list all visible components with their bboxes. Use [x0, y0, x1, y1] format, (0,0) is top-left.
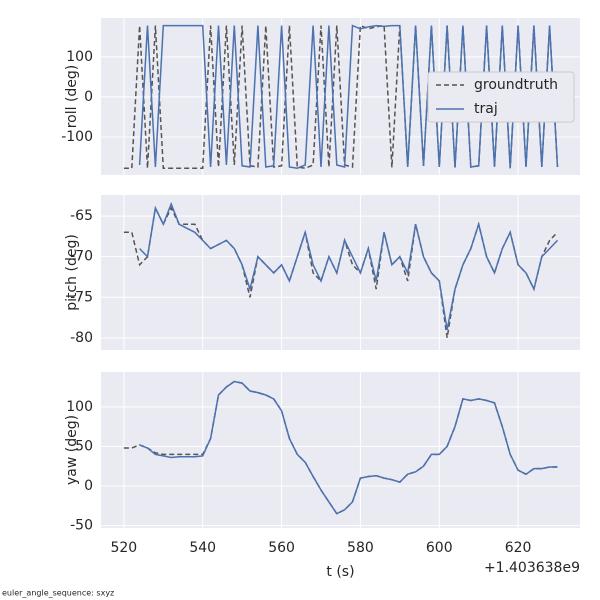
legend-label: traj — [474, 101, 498, 117]
x-tick-label: 600 — [426, 540, 453, 556]
y-tick-label: 100 — [66, 399, 93, 415]
y-axis-label: yaw (deg) — [64, 415, 80, 485]
plot-area — [101, 195, 580, 350]
y-tick-label: 100 — [66, 49, 93, 65]
y-tick-label: -100 — [61, 129, 93, 145]
x-axis-label: t (s) — [326, 564, 354, 580]
footer-note: euler_angle_sequence: sxyz — [2, 589, 114, 598]
y-tick-label: 50 — [75, 438, 93, 454]
plot-area — [101, 372, 580, 528]
series-line — [139, 380, 558, 515]
series-line — [139, 201, 559, 330]
y-tick-label: -50 — [70, 518, 93, 534]
legend-box — [427, 71, 575, 123]
y-tick-label: -65 — [70, 208, 93, 224]
y-tick-label: 0 — [84, 89, 93, 105]
legend-label: groundtruth — [474, 77, 558, 93]
x-tick-label: 520 — [110, 540, 137, 556]
x-tick-label: 620 — [505, 540, 532, 556]
x-tick-label: 560 — [268, 540, 295, 556]
y-tick-label: -80 — [70, 330, 93, 346]
y-axis-label: pitch (deg) — [64, 234, 80, 311]
y-axis-label: roll (deg) — [64, 65, 80, 129]
x-tick-label: 580 — [347, 540, 374, 556]
series-line — [138, 24, 559, 169]
x-offset-label: +1.403638e9 — [484, 560, 580, 576]
y-tick-label: -70 — [70, 249, 93, 265]
y-tick-label: 0 — [84, 478, 93, 494]
x-tick-label: 540 — [189, 540, 216, 556]
y-tick-label: -75 — [70, 289, 93, 305]
